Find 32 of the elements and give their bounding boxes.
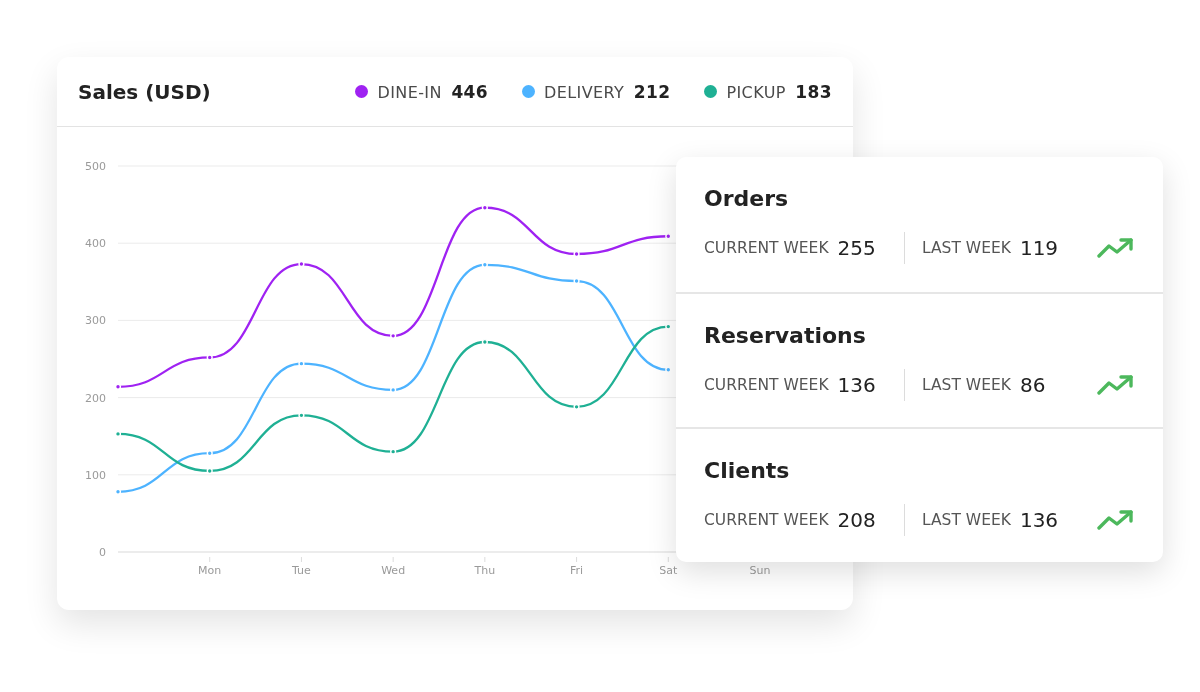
x-tick-label: Thu — [473, 563, 496, 577]
y-tick-label: 300 — [85, 314, 106, 328]
y-tick-label: 200 — [85, 391, 106, 405]
chart-title: Sales (USD) — [78, 79, 211, 104]
x-tick-label: Mon — [198, 563, 222, 577]
data-label: 208 — [837, 508, 876, 532]
category-label: CURRENT WEEK — [704, 511, 829, 529]
series-label: Orders — [704, 186, 789, 211]
category-label: LAST WEEK — [922, 376, 1011, 394]
data-label: 136 — [1019, 508, 1059, 532]
x-tick-label: Wed — [381, 563, 406, 577]
legend-label: PICKUP 183 — [726, 81, 832, 102]
text: Clients — [704, 458, 790, 483]
y-tick-label: 500 — [85, 159, 106, 173]
legend-label: DELIVERY 212 — [544, 81, 671, 102]
x-tick-label: Fri — [570, 563, 584, 577]
x-tick-label: Sun — [749, 563, 771, 577]
data-label: 136 — [837, 373, 876, 397]
data-label: 255 — [837, 236, 876, 260]
x-tick-label: Sat — [659, 563, 678, 577]
y-tick-label: 0 — [99, 545, 106, 559]
y-tick-label: 100 — [85, 468, 106, 482]
category-label: CURRENT WEEK — [704, 239, 829, 257]
text: Reservations — [704, 323, 866, 348]
data-label: 119 — [1019, 236, 1059, 260]
y-tick-label: 400 — [85, 237, 106, 251]
x-tick-label: Tue — [291, 563, 312, 577]
category-label: LAST WEEK — [922, 511, 1011, 529]
category-label: LAST WEEK — [922, 239, 1011, 257]
legend-label: DINE-IN 446 — [377, 81, 489, 102]
category-label: CURRENT WEEK — [704, 376, 829, 394]
data-label: 86 — [1019, 373, 1046, 397]
